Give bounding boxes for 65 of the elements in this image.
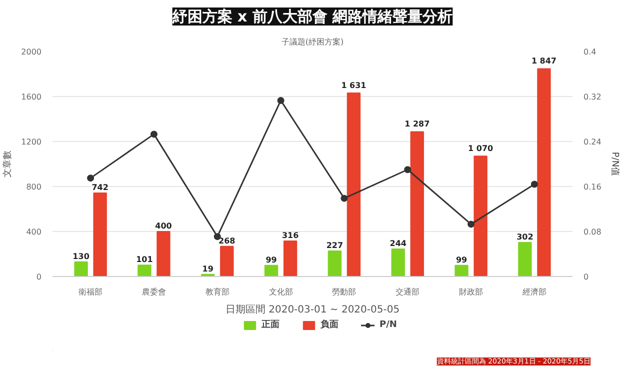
bar (537, 68, 551, 276)
y-tick-label: 1600 (21, 92, 42, 102)
data-label: 1 070 (468, 144, 494, 154)
bar (474, 156, 488, 276)
y-tick-label: 400 (26, 228, 42, 236)
x-tick-label: 農委會 (142, 288, 166, 296)
x-axis-title: 日期區間 2020-03-01 ~ 2020-05-05 (225, 304, 400, 316)
y2-axis-title: P/N值 (609, 152, 620, 176)
x-tick-label: 財政部 (459, 288, 484, 296)
point (340, 194, 348, 202)
legend-label: 正面 (262, 318, 280, 331)
bar (220, 246, 234, 276)
y2-tick-label: 0 (584, 272, 589, 282)
bar (283, 240, 298, 276)
data-label: 302 (516, 232, 534, 242)
data-label: 99 (456, 255, 468, 264)
data-label: 19 (202, 264, 214, 274)
y-tick-label: 1200 (21, 138, 42, 146)
data-label: 244 (390, 239, 407, 248)
bar (93, 192, 107, 276)
data-label: 101 (136, 255, 154, 264)
data-label: 99 (266, 255, 278, 264)
y-tick-label: 800 (26, 182, 42, 192)
x-tick-label: 衛福部 (78, 288, 103, 296)
x-tick-label: 勞動部 (332, 288, 356, 296)
bar (410, 131, 424, 276)
y2-tick-label: 0.4 (584, 48, 596, 56)
data-label: 268 (218, 236, 236, 246)
x-tick-label: 經濟部 (521, 288, 546, 296)
data-label: 1 847 (531, 56, 556, 66)
data-label: 400 (155, 222, 172, 230)
x-tick-label: 文化部 (268, 288, 293, 296)
point (150, 130, 158, 138)
y2-tick-label: 0.32 (584, 92, 602, 102)
x-tick-label: 交通部 (396, 288, 420, 296)
point (530, 180, 538, 188)
bar (264, 264, 278, 276)
point (277, 96, 284, 104)
legend-label: P/N (380, 320, 398, 330)
y2-tick-label: 0.08 (584, 228, 602, 236)
bar (346, 92, 361, 276)
y-axis-title: 文章數 (2, 150, 14, 178)
y2-tick-label: 0.16 (584, 182, 602, 192)
point (87, 174, 94, 182)
data-label: 130 (72, 252, 90, 261)
bar (138, 264, 152, 276)
data-label: 1 287 (404, 120, 430, 129)
x-tick-label: 教育部 (205, 288, 230, 296)
data-label: 742 (92, 183, 108, 192)
bar (156, 231, 170, 276)
data-label: 316 (282, 230, 300, 240)
bar (518, 242, 532, 276)
bar (454, 264, 468, 276)
y-tick-label: 2000 (21, 48, 42, 56)
point (468, 220, 475, 228)
chart-subtitle: 子議題(紓困方案) (281, 38, 344, 46)
data-label: 227 (326, 240, 344, 250)
point (404, 166, 412, 174)
legend-label: 負面 (320, 318, 340, 331)
bar (74, 261, 88, 276)
y-tick-label: 0 (36, 272, 42, 282)
bar (328, 250, 342, 276)
data-label: 1 631 (341, 81, 367, 90)
y2-tick-label: 0.24 (584, 138, 602, 146)
bar (391, 248, 405, 276)
